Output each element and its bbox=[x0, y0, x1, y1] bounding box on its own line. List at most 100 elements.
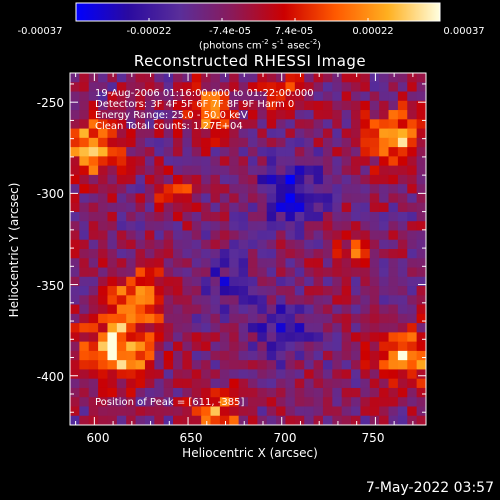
image-cell bbox=[98, 230, 108, 241]
image-cell bbox=[407, 110, 418, 120]
image-cell bbox=[107, 258, 118, 268]
image-cell bbox=[201, 276, 211, 287]
image-cell bbox=[116, 202, 127, 213]
image-cell bbox=[135, 406, 146, 417]
image-cell bbox=[322, 313, 333, 324]
image-cell bbox=[88, 267, 99, 278]
image-cell bbox=[135, 387, 146, 398]
image-cell bbox=[416, 369, 427, 380]
image-cell bbox=[144, 267, 155, 278]
image-cell bbox=[397, 239, 408, 250]
image-cell bbox=[229, 313, 240, 324]
image-cell bbox=[107, 221, 118, 231]
image-cell bbox=[238, 313, 249, 324]
image-cell bbox=[407, 249, 418, 259]
image-cell bbox=[313, 387, 324, 398]
annotation-time-range: 19-Aug-2006 01:16:00.000 to 01:22:00.000 bbox=[95, 88, 314, 99]
image-cell bbox=[173, 415, 183, 426]
image-cell bbox=[407, 304, 418, 315]
image-cell bbox=[379, 295, 389, 305]
image-cell bbox=[285, 295, 296, 305]
image-cell bbox=[257, 378, 268, 389]
image-cell bbox=[116, 397, 127, 407]
image-cell bbox=[379, 230, 389, 241]
image-cell bbox=[388, 295, 399, 305]
image-cell bbox=[360, 258, 371, 268]
image-cell bbox=[379, 128, 389, 139]
image-cell bbox=[285, 341, 296, 352]
image-cell bbox=[322, 276, 333, 287]
image-cell bbox=[173, 73, 183, 83]
image-cell bbox=[351, 276, 361, 287]
image-cell bbox=[107, 341, 118, 352]
image-cell bbox=[388, 211, 399, 222]
image-cell bbox=[285, 119, 296, 129]
image-cell bbox=[266, 323, 277, 333]
image-cell bbox=[238, 165, 249, 176]
image-cell bbox=[126, 387, 136, 398]
image-cell bbox=[238, 147, 249, 157]
image-cell bbox=[154, 378, 165, 389]
image-cell bbox=[369, 249, 380, 259]
image-cell bbox=[182, 184, 193, 194]
image-cell bbox=[304, 73, 314, 83]
image-cell bbox=[407, 82, 418, 92]
image-cell bbox=[154, 267, 165, 278]
image-cell bbox=[229, 239, 240, 250]
image-cell bbox=[70, 147, 80, 157]
image-cell bbox=[126, 350, 136, 361]
image-cell bbox=[219, 249, 230, 259]
image-cell bbox=[210, 313, 221, 324]
image-cell bbox=[191, 211, 202, 222]
colorbar-gradient bbox=[75, 2, 441, 22]
image-cell bbox=[238, 156, 249, 167]
image-cell bbox=[313, 415, 324, 426]
image-cell bbox=[70, 73, 80, 83]
image-cell bbox=[276, 82, 286, 92]
image-cell bbox=[173, 406, 183, 417]
image-cell bbox=[322, 193, 333, 204]
image-cell bbox=[416, 147, 427, 157]
image-cell bbox=[304, 91, 314, 102]
image-cell bbox=[276, 415, 286, 426]
image-cell bbox=[163, 332, 174, 343]
image-cell bbox=[70, 406, 80, 417]
image-cell bbox=[416, 276, 427, 287]
image-cell bbox=[266, 267, 277, 278]
image-cell bbox=[332, 415, 343, 426]
image-cell bbox=[219, 221, 230, 231]
image-cell bbox=[294, 378, 305, 389]
image-cell bbox=[313, 221, 324, 231]
image-cell bbox=[210, 304, 221, 315]
image-cell bbox=[248, 387, 258, 398]
image-cell bbox=[416, 332, 427, 343]
image-cell bbox=[276, 341, 286, 352]
image-cell bbox=[107, 82, 118, 92]
image-cell bbox=[163, 174, 174, 185]
image-cell bbox=[79, 267, 90, 278]
image-cell bbox=[107, 249, 118, 259]
image-cell bbox=[238, 415, 249, 426]
image-cell bbox=[304, 332, 314, 343]
image-cell bbox=[135, 369, 146, 380]
image-cell bbox=[116, 369, 127, 380]
image-cell bbox=[229, 193, 240, 204]
image-cell bbox=[266, 387, 277, 398]
image-cell bbox=[285, 313, 296, 324]
image-cell bbox=[266, 341, 277, 352]
image-cell bbox=[351, 369, 361, 380]
image-cell bbox=[70, 230, 80, 241]
image-cell bbox=[126, 332, 136, 343]
image-cell bbox=[201, 119, 211, 129]
image-cell bbox=[201, 100, 211, 111]
image-cell bbox=[276, 230, 286, 241]
image-cell bbox=[229, 174, 240, 185]
image-cell bbox=[163, 110, 174, 120]
image-cell bbox=[407, 202, 418, 213]
image-cell bbox=[369, 119, 380, 129]
image-cell bbox=[276, 360, 286, 370]
image-cell bbox=[257, 387, 268, 398]
image-cell bbox=[313, 137, 324, 148]
image-cell bbox=[397, 165, 408, 176]
image-cell bbox=[182, 137, 193, 148]
